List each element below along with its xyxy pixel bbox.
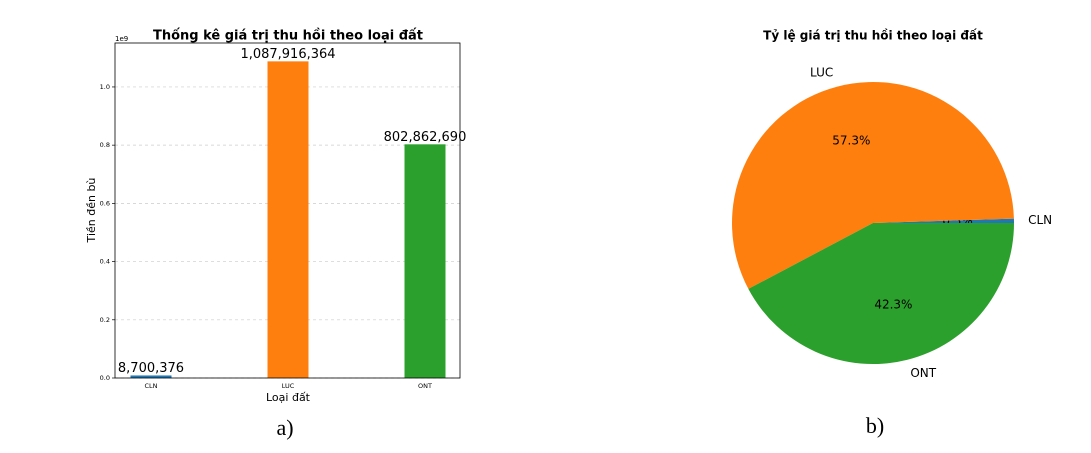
pie-title: Tỷ lệ giá trị thu hồi theo loại đất <box>763 29 983 43</box>
bar-title: Thống kê giá trị thu hồi theo loại đất <box>153 29 423 44</box>
y-tick-label: 0.0 <box>100 374 110 382</box>
y-tick-label: 0.8 <box>100 141 110 149</box>
pct-label: 42.3% <box>874 298 912 312</box>
x-tick-label: CLN <box>144 382 157 390</box>
x-axis-label: Loại đất <box>266 391 311 404</box>
y-axis-label: Tiền đền bù <box>85 178 98 244</box>
x-tick-label: ONT <box>418 382 432 390</box>
slice-label: CLN <box>1028 213 1052 227</box>
caption: b) <box>866 413 884 438</box>
slice-label: ONT <box>910 366 936 380</box>
value-label: 8,700,376 <box>118 361 184 376</box>
y-tick-label: 0.4 <box>100 258 110 266</box>
axes-frame <box>114 42 461 379</box>
value-label: 802,862,690 <box>384 130 467 145</box>
bar <box>130 375 172 378</box>
y-tick-label: 0.6 <box>100 199 110 207</box>
slice-label: LUC <box>810 66 833 80</box>
pct-label: 57.3% <box>832 134 870 148</box>
pie-slice <box>748 223 1014 364</box>
bar <box>404 144 446 378</box>
pie-slice <box>731 81 1014 289</box>
value-label: 1,087,916,364 <box>240 47 335 62</box>
bar <box>267 61 309 379</box>
x-tick-label: LUC <box>282 382 295 390</box>
y-tick-label: 0.2 <box>100 316 110 324</box>
caption: a) <box>276 415 293 440</box>
pie-slice <box>873 218 1014 223</box>
y-tick-label: 1.0 <box>100 83 110 91</box>
y-offset-label: 1e9 <box>115 35 128 43</box>
